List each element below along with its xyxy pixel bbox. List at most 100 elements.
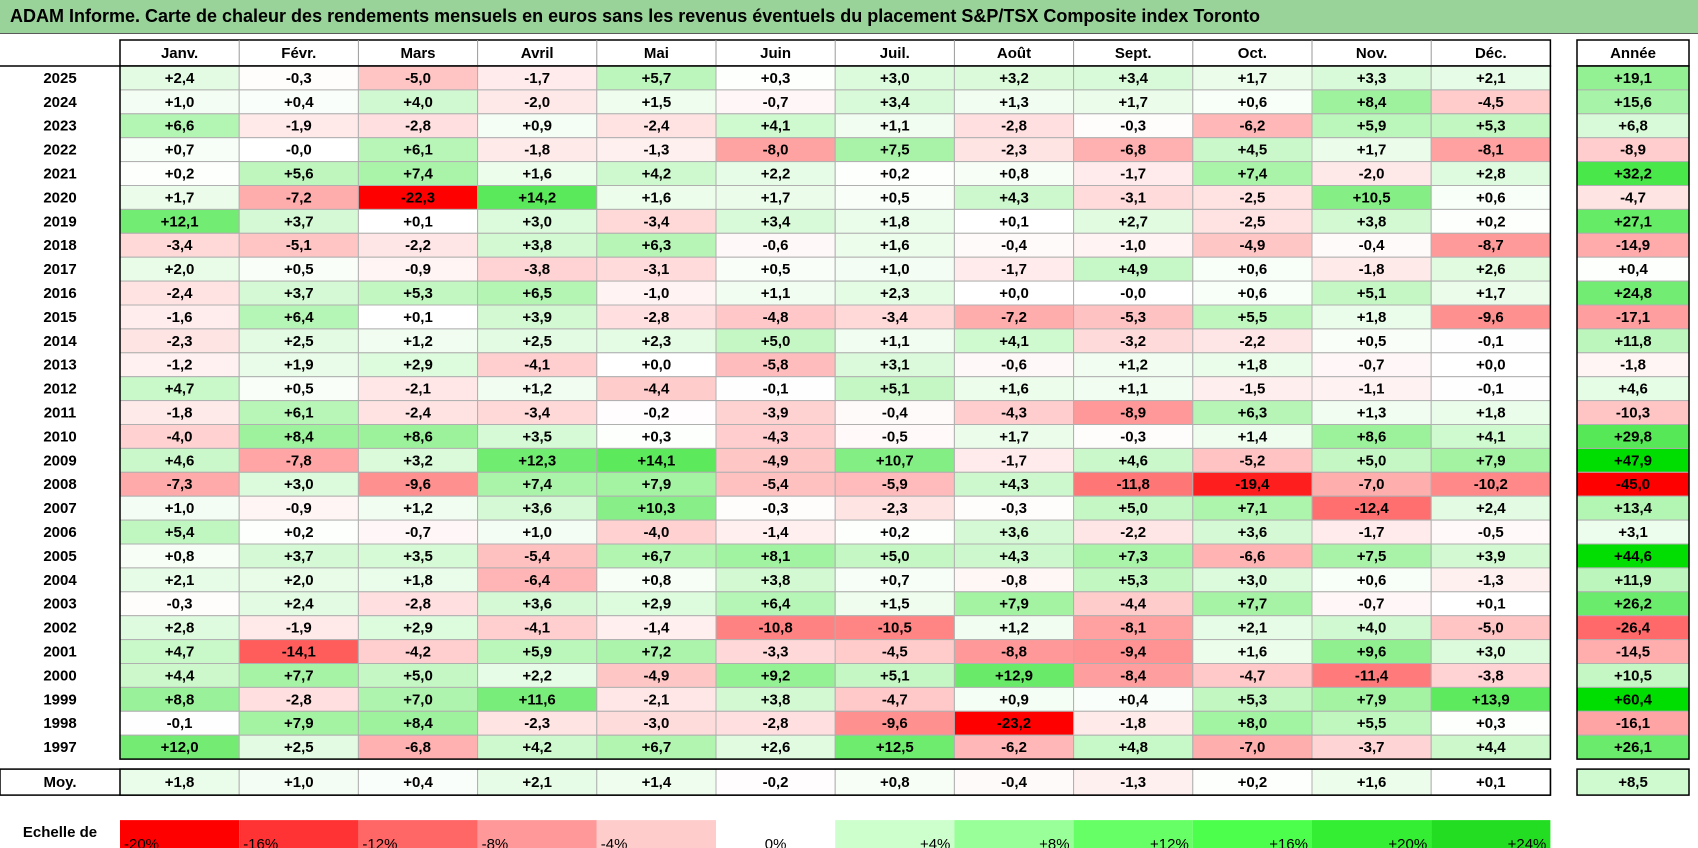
cell-value: +4,1 — [999, 333, 1029, 350]
cell-value: +2,9 — [403, 357, 433, 374]
cell-value: -1,5 — [1239, 381, 1265, 398]
cell-value: +0,2 — [880, 524, 910, 541]
cell-value: +4,9 — [1118, 261, 1148, 278]
cell-value: -2,5 — [1239, 189, 1265, 206]
cell-value: +2,6 — [1476, 261, 1506, 278]
cell-value: +7,4 — [403, 166, 433, 183]
cell-value: -3,7 — [1359, 739, 1385, 756]
cell-value: -1,3 — [643, 142, 669, 159]
cell-value: +7,2 — [642, 644, 672, 661]
cell-value: +0,0 — [999, 285, 1029, 302]
cell-value: +3,3 — [1357, 70, 1387, 87]
title-bar: ADAM Informe. Carte de chaleur des rende… — [0, 0, 1698, 34]
cell-value: +3,6 — [999, 524, 1029, 541]
cell-value: -0,4 — [1359, 237, 1386, 254]
cell-value: +1,5 — [642, 94, 672, 111]
cell-value: -0,3 — [1120, 428, 1146, 445]
cell-value: -4,9 — [763, 452, 789, 469]
annual-frame — [1576, 65, 1690, 760]
year-label-2018: 2018 — [43, 237, 76, 254]
cell-value: -2,4 — [167, 285, 194, 302]
cell-value: +3,6 — [1238, 524, 1268, 541]
cell-value: +6,1 — [403, 142, 433, 159]
cell-value: +0,1 — [403, 213, 433, 230]
annual-value: +0,4 — [1618, 261, 1648, 278]
annual-value: +4,6 — [1618, 381, 1648, 398]
cell-value: +3,0 — [880, 70, 910, 87]
annual-value: +19,1 — [1614, 70, 1652, 87]
year-label-2019: 2019 — [43, 213, 76, 230]
year-label-2020: 2020 — [43, 189, 76, 206]
cell-value: -1,9 — [286, 118, 312, 135]
cell-value: -6,2 — [1001, 739, 1027, 756]
cell-value: +3,7 — [284, 548, 314, 565]
scale-label-line1: Echelle de — [23, 824, 97, 841]
cell-value: +1,8 — [1238, 357, 1268, 374]
cell-value: +2,9 — [642, 596, 672, 613]
cell-value: -2,3 — [882, 500, 908, 517]
cell-value: +6,3 — [642, 237, 672, 254]
cell-value: +1,2 — [1118, 357, 1148, 374]
cell-value: +3,7 — [284, 213, 314, 230]
month-header-10: Oct. — [1238, 45, 1267, 62]
year-label-2001: 2001 — [43, 644, 76, 661]
cell-value: -23,2 — [997, 715, 1031, 732]
cell-value: +6,7 — [642, 548, 672, 565]
cell-value: +1,1 — [761, 285, 791, 302]
cell-value: -10,8 — [758, 620, 792, 637]
cell-value: -0,3 — [286, 70, 312, 87]
cell-value: +9,2 — [761, 667, 791, 684]
cell-value: +3,4 — [761, 213, 791, 230]
cell-value: +0,3 — [642, 428, 672, 445]
cell-value: -4,5 — [1478, 94, 1504, 111]
cell-value: -1,9 — [286, 620, 312, 637]
cell-value: +2,8 — [1476, 166, 1506, 183]
annual-value: -17,1 — [1616, 309, 1650, 326]
cell-value: +2,3 — [880, 285, 910, 302]
cell-value: +4,8 — [1118, 739, 1148, 756]
cell-value: +1,1 — [880, 333, 910, 350]
cell-value: -5,0 — [1478, 620, 1504, 637]
average-value: +1,6 — [1357, 774, 1387, 791]
cell-value: +4,0 — [403, 94, 433, 111]
scale-label: -4% — [601, 836, 628, 848]
scale-swatch — [835, 820, 955, 848]
scale-swatch — [1312, 820, 1432, 848]
cell-value: +1,7 — [761, 189, 791, 206]
cell-value: +8,1 — [761, 548, 791, 565]
annual-value: +26,1 — [1614, 739, 1652, 756]
cell-value: +0,0 — [642, 357, 672, 374]
cell-value: +9,6 — [1357, 644, 1387, 661]
cell-value: +5,5 — [1357, 715, 1387, 732]
cell-value: +12,1 — [161, 213, 199, 230]
cell-value: +0,3 — [1476, 715, 1506, 732]
annual-value: +32,2 — [1614, 166, 1652, 183]
month-header-8: Août — [997, 45, 1031, 62]
scale-swatch — [1073, 820, 1193, 848]
cell-value: -0,6 — [763, 237, 789, 254]
cell-value: -5,9 — [882, 476, 908, 493]
scale-label: +20% — [1388, 836, 1427, 848]
cell-value: +1,8 — [880, 213, 910, 230]
cell-value: +5,3 — [403, 285, 433, 302]
average-cell — [715, 768, 836, 796]
average-cell — [1073, 768, 1194, 796]
cell-value: -4,7 — [882, 691, 908, 708]
cell-value: -0,4 — [1001, 237, 1028, 254]
cell-value: +14,1 — [637, 452, 675, 469]
annual-value: +3,1 — [1618, 524, 1648, 541]
cell-value: -8,0 — [763, 142, 789, 159]
cell-value: +0,0 — [1476, 357, 1506, 374]
year-label-2009: 2009 — [43, 452, 76, 469]
cell-value: -3,8 — [524, 261, 550, 278]
cell-value: +0,9 — [999, 691, 1029, 708]
cell-value: -6,8 — [405, 739, 431, 756]
cell-value: -0,2 — [643, 405, 669, 422]
average-value: +1,4 — [642, 774, 672, 791]
cell-value: +7,7 — [284, 667, 314, 684]
cell-value: +3,6 — [522, 500, 552, 517]
cell-value: +1,7 — [1476, 285, 1506, 302]
cell-value: +1,6 — [522, 166, 552, 183]
cell-value: -6,8 — [1120, 142, 1146, 159]
cell-value: -9,4 — [1120, 644, 1147, 661]
